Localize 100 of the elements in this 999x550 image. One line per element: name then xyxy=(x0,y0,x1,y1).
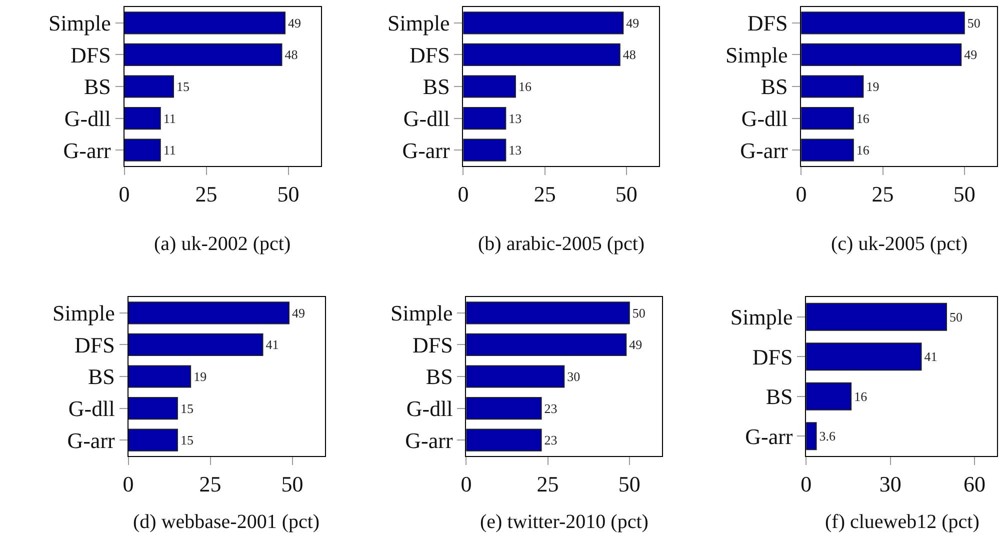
bar xyxy=(466,428,542,452)
text: (c) uk-2005 (pct) xyxy=(831,233,968,255)
y-tick-label: BS xyxy=(88,364,115,390)
bar xyxy=(806,422,817,450)
y-tick-label: DFS xyxy=(747,10,788,36)
bar xyxy=(466,302,630,324)
bar xyxy=(806,342,922,371)
data-label: 3.6 xyxy=(819,428,836,444)
bar xyxy=(801,75,864,98)
x-tick-label: 25 xyxy=(195,181,218,206)
data-label: 48 xyxy=(622,47,636,62)
data-label: 30 xyxy=(567,369,580,384)
text: (e) twitter-2010 (pct) xyxy=(480,511,648,533)
text: (b) arabic-2005 (pct) xyxy=(478,233,645,255)
data-label: 19 xyxy=(866,79,880,94)
bar xyxy=(128,396,178,420)
y-tick-label: DFS xyxy=(409,42,450,68)
y-tick-label: Simple xyxy=(52,300,115,326)
data-label: 16 xyxy=(856,142,870,158)
data-label: 49 xyxy=(626,15,640,30)
y-tick-label: BS xyxy=(766,384,793,410)
text: (d) webbase-2001 (pct) xyxy=(133,511,320,533)
bar xyxy=(128,365,192,388)
data-label: 41 xyxy=(924,349,938,364)
bar xyxy=(463,43,620,66)
bar xyxy=(806,302,947,331)
y-tick-label: Simple xyxy=(48,10,111,36)
x-tick-label: 0 xyxy=(122,471,134,496)
y-tick-label: Simple xyxy=(725,42,788,68)
text: (f) clueweb12 (pct) xyxy=(825,511,980,533)
y-tick-label: G-dll xyxy=(406,396,453,421)
x-tick-label: 50 xyxy=(281,471,304,496)
x-tick-label: 50 xyxy=(953,181,976,206)
bar xyxy=(463,106,506,130)
y-tick-label: G-arr xyxy=(67,428,116,453)
bar xyxy=(128,302,290,324)
x-tick-label: 25 xyxy=(199,471,222,496)
y-tick-label: G-dll xyxy=(68,396,115,421)
x-tick-label: 0 xyxy=(796,181,807,206)
data-label: 16 xyxy=(518,79,532,94)
data-label: 11 xyxy=(163,142,176,158)
x-tick-label: 50 xyxy=(277,181,300,206)
bar xyxy=(124,106,161,130)
y-tick-label: DFS xyxy=(412,332,453,358)
x-tick-label: 30 xyxy=(879,471,902,496)
bar xyxy=(466,365,565,388)
x-tick-label: 25 xyxy=(534,181,556,206)
data-label: 50 xyxy=(632,305,646,320)
y-tick-label: G-arr xyxy=(740,138,788,163)
bar xyxy=(463,12,624,34)
x-tick-label: 0 xyxy=(460,471,472,496)
y-tick-label: Simple xyxy=(387,10,450,36)
x-tick-label: 60 xyxy=(964,471,986,496)
y-tick-label: G-arr xyxy=(402,138,450,163)
bar xyxy=(801,43,962,66)
data-label: 49 xyxy=(964,47,978,62)
data-label: 11 xyxy=(163,110,176,126)
y-tick-label: DFS xyxy=(752,344,793,370)
x-tick-label: 50 xyxy=(618,471,640,496)
bar xyxy=(806,382,852,410)
data-label: 16 xyxy=(856,110,870,126)
x-tick-label: 0 xyxy=(458,181,469,206)
data-label: 13 xyxy=(508,142,522,158)
data-label: 15 xyxy=(180,400,194,416)
data-label: 16 xyxy=(854,388,868,404)
y-tick-label: DFS xyxy=(74,332,115,358)
bar xyxy=(128,333,264,356)
y-tick-label: Simple xyxy=(730,304,793,330)
x-tick-label: 0 xyxy=(118,181,130,206)
data-label: 49 xyxy=(629,337,642,352)
x-tick-label: 0 xyxy=(800,471,812,496)
y-tick-label: DFS xyxy=(70,42,111,68)
x-tick-label: 50 xyxy=(615,181,638,206)
data-label: 19 xyxy=(194,369,207,384)
y-tick-label: BS xyxy=(84,74,111,100)
bar xyxy=(124,12,286,34)
data-label: 15 xyxy=(176,79,190,94)
y-tick-label: G-dll xyxy=(64,106,111,131)
data-label: 49 xyxy=(292,305,305,320)
bar xyxy=(466,333,627,356)
x-tick-label: 25 xyxy=(872,181,894,206)
bar xyxy=(124,43,282,66)
y-tick-label: BS xyxy=(760,74,788,100)
x-tick-label: 25 xyxy=(536,471,559,496)
bar xyxy=(124,75,174,98)
bar xyxy=(124,138,161,162)
bar xyxy=(463,138,506,162)
y-tick-label: G-arr xyxy=(63,138,112,163)
data-label: 50 xyxy=(949,309,962,324)
y-tick-label: Simple xyxy=(390,300,453,326)
data-label: 15 xyxy=(180,432,194,448)
bar xyxy=(466,396,542,420)
y-tick-label: G-arr xyxy=(405,428,454,453)
bar xyxy=(801,106,854,130)
y-tick-label: BS xyxy=(426,364,453,390)
data-label: 48 xyxy=(284,47,298,62)
text: (a) uk-2002 (pct) xyxy=(154,233,291,255)
bar xyxy=(801,138,854,162)
y-tick-label: G-dll xyxy=(403,106,450,131)
data-label: 13 xyxy=(508,110,522,126)
